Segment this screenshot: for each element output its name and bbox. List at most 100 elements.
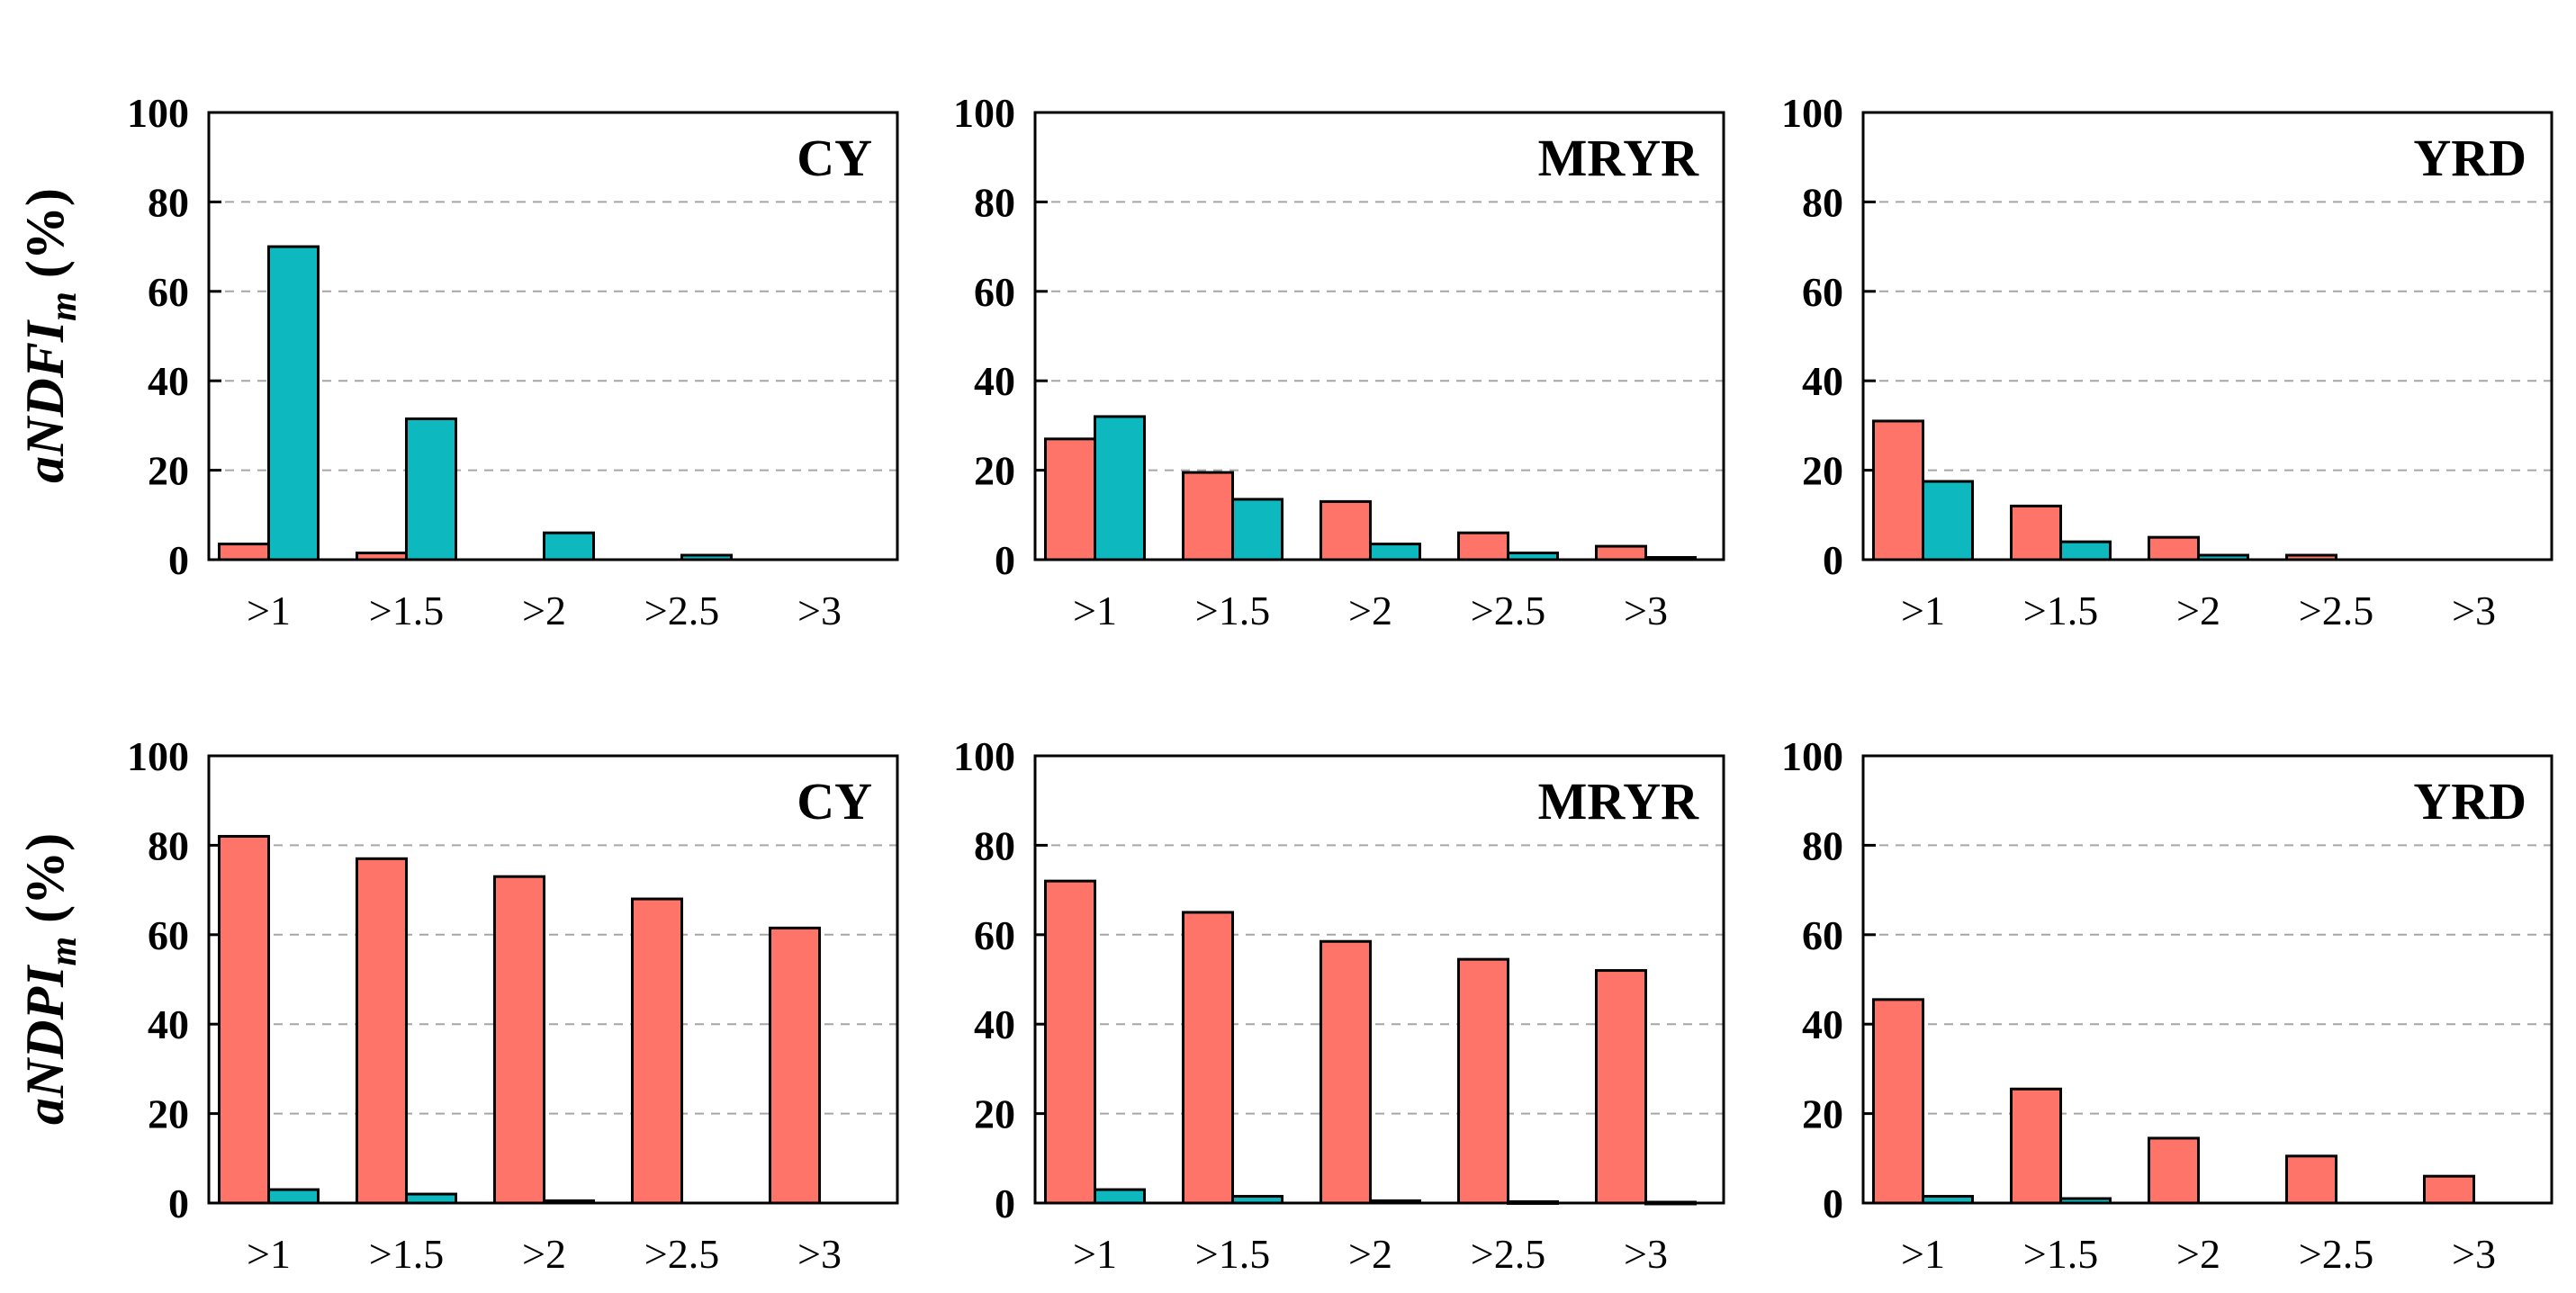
panel-title: YRD	[2413, 129, 2526, 187]
y-tick-label: 20	[148, 448, 189, 494]
x-tick-label: >2.5	[1471, 588, 1545, 633]
bar-2020-2	[405, 417, 457, 561]
panel-title: YRD	[2413, 772, 2526, 831]
bar-1998-1	[1044, 437, 1096, 561]
x-tick-label: >1.5	[1195, 588, 1270, 633]
bar-1998-3	[1320, 939, 1372, 1205]
y-tick-label: 80	[974, 822, 1015, 868]
bar-1998-3	[1320, 499, 1372, 561]
y-tick-label: 60	[1802, 912, 1843, 958]
bar-1998-5	[2423, 1174, 2475, 1205]
bar-1998-2	[1182, 911, 1234, 1205]
bar-2020-1	[267, 245, 320, 561]
y-tick-label: 80	[148, 179, 189, 225]
y-axis-label-main: aNDPI	[15, 964, 75, 1125]
y-axis-label-unit: (%)	[15, 833, 75, 937]
panel-title: MRYR	[1538, 129, 1699, 187]
x-tick-label: >2	[2176, 588, 2220, 633]
y-tick-label: 100	[953, 733, 1015, 779]
panel-6: 0 20 40 60 80 100 >1 >1.5 >2 >2.5 >3 YRD	[1781, 733, 2553, 1277]
x-tick-label: >2	[2176, 1231, 2220, 1277]
bar-2020-3	[1369, 543, 1421, 561]
x-tick-label: >3	[2452, 1231, 2496, 1277]
x-tick-label: >1.5	[2023, 1231, 2098, 1277]
bar-1998-2	[1182, 471, 1234, 561]
x-tick-label: >2	[1348, 1231, 1392, 1277]
x-tick-label: >2.5	[2299, 588, 2373, 633]
x-tick-label: >2	[522, 588, 566, 633]
panel-3: 0 20 40 60 80 100 >1 >1.5 >2 >2.5 >3 YRD	[1781, 90, 2553, 633]
bar-1998-4	[2285, 1154, 2337, 1205]
panel-title: MRYR	[1538, 772, 1699, 831]
bar-1998-4	[1457, 957, 1509, 1205]
panel-4: 0 20 40 60 80 100 >1 >1.5 >2 >2.5 >3 CY aNDPIm (%)	[15, 733, 899, 1277]
x-tick-label: >1	[247, 1231, 291, 1277]
bar-2020-1	[267, 1188, 320, 1205]
bar-1998-2	[2010, 504, 2062, 561]
plot-frame	[207, 754, 899, 1205]
bar-2020-1	[1094, 1188, 1146, 1205]
y-tick-label: 80	[974, 179, 1015, 225]
y-tick-label: 0	[995, 1181, 1015, 1226]
x-tick-label: >1.5	[369, 588, 444, 633]
y-tick-label: 40	[974, 358, 1015, 404]
plot-frame	[1033, 754, 1725, 1205]
y-tick-label: 80	[148, 822, 189, 868]
x-tick-label: >1	[1073, 588, 1117, 633]
bar-1998-5	[769, 926, 821, 1205]
x-tick-label: >3	[2452, 588, 2496, 633]
y-tick-label: 0	[1823, 537, 1843, 583]
y-tick-label: 0	[995, 537, 1015, 583]
bar-1998-3	[2148, 1136, 2200, 1205]
bar-1998-4	[1457, 531, 1509, 561]
panel-title: CY	[797, 129, 872, 187]
y-tick-label: 60	[148, 912, 189, 958]
bar-1998-3	[493, 875, 545, 1205]
y-tick-label: 0	[1823, 1181, 1843, 1226]
y-axis-label-main: aNDFI	[15, 319, 75, 483]
y-tick-label: 80	[1802, 822, 1843, 868]
y-tick-label: 80	[1802, 179, 1843, 225]
y-tick-label: 40	[1802, 1001, 1843, 1047]
y-tick-label: 0	[168, 537, 189, 583]
bar-2020-3	[543, 531, 595, 561]
y-tick-label: 60	[148, 269, 189, 315]
y-tick-label: 40	[974, 1001, 1015, 1047]
y-tick-label: 40	[148, 1001, 189, 1047]
y-tick-label: 20	[974, 1091, 1015, 1137]
bar-2020-1	[1094, 415, 1146, 561]
x-tick-label: >2	[522, 1231, 566, 1277]
y-axis-label: aNDPIm (%)	[15, 833, 85, 1125]
y-tick-label: 60	[974, 269, 1015, 315]
y-tick-label: 20	[1802, 1091, 1843, 1137]
x-tick-label: >2.5	[1471, 1231, 1545, 1277]
y-tick-label: 100	[127, 90, 189, 136]
y-tick-label: 100	[1781, 733, 1843, 779]
y-tick-label: 40	[1802, 358, 1843, 404]
y-axis-label-unit: (%)	[15, 188, 75, 292]
y-tick-label: 100	[127, 733, 189, 779]
x-tick-label: >1.5	[369, 1231, 444, 1277]
bar-2020-2	[1231, 498, 1283, 561]
panel-2: 0 20 40 60 80 100 >1 >1.5 >2 >2.5 >3 MRYR	[953, 90, 1725, 633]
x-tick-label: >1	[247, 588, 291, 633]
y-axis-label-sub: m	[43, 292, 85, 321]
y-tick-label: 100	[953, 90, 1015, 136]
x-tick-label: >2.5	[2299, 1231, 2373, 1277]
x-tick-label: >2	[1348, 588, 1392, 633]
y-tick-label: 0	[168, 1181, 189, 1226]
bar-1998-5	[1595, 544, 1647, 561]
x-tick-label: >1.5	[1195, 1231, 1270, 1277]
plot-frame	[1033, 111, 1725, 561]
bar-1998-2	[356, 857, 408, 1205]
plot-frame	[1861, 754, 2553, 1205]
panel-5: 0 20 40 60 80 100 >1 >1.5 >2 >2.5 >3 MRYR	[953, 733, 1725, 1277]
panel-title: CY	[797, 772, 872, 831]
bar-1998-1	[1872, 998, 1924, 1205]
plot-frame	[1861, 111, 2553, 561]
y-axis-label-sub: m	[43, 937, 85, 966]
x-tick-label: >1	[1073, 1231, 1117, 1277]
y-tick-label: 20	[1802, 448, 1843, 494]
y-tick-label: 20	[974, 448, 1015, 494]
